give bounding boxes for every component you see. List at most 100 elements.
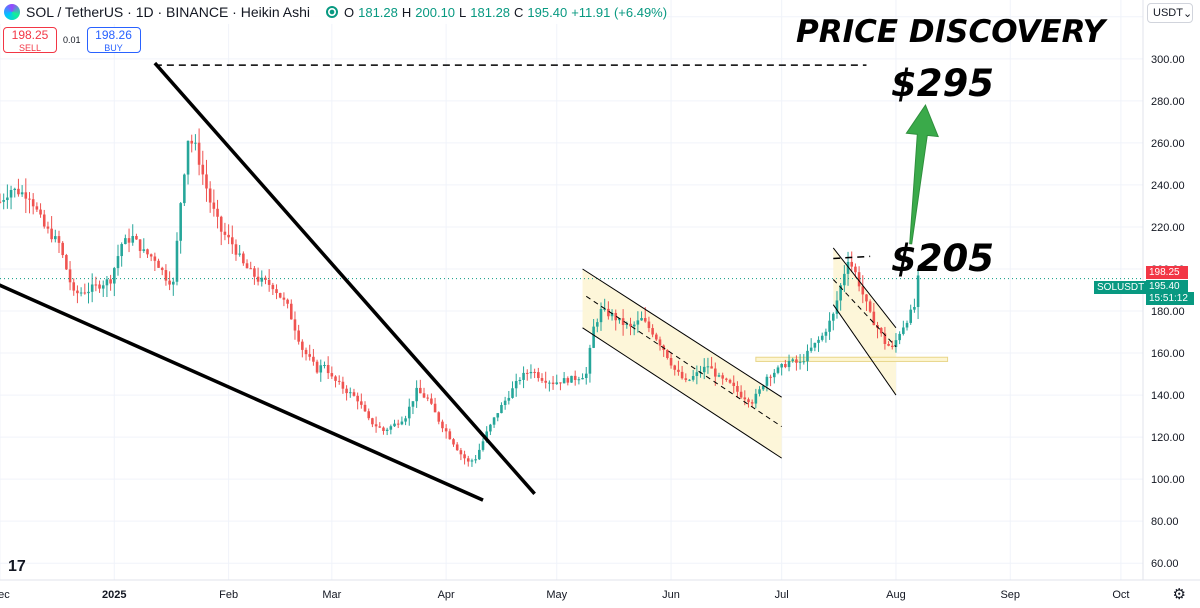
chart-zones	[582, 247, 949, 459]
candle-body	[363, 404, 367, 412]
candle-body	[135, 236, 138, 240]
channel-fill	[833, 247, 896, 396]
candle-body	[828, 320, 831, 332]
candle-body	[441, 421, 444, 429]
candle-body	[529, 371, 533, 374]
candle-body	[249, 268, 253, 270]
candle-body	[345, 388, 348, 394]
price-tick-label: 60.00	[1151, 558, 1179, 570]
candle-body	[9, 190, 13, 198]
price-tick-label: 80.00	[1151, 516, 1179, 528]
candle-body	[28, 198, 31, 200]
candle-body	[367, 411, 371, 419]
candle-body	[216, 208, 219, 217]
candle-body	[17, 188, 20, 195]
candle-body	[747, 399, 750, 403]
time-tick-label: Dec	[0, 589, 10, 601]
candle-body	[319, 365, 323, 373]
candle-body	[570, 375, 573, 383]
candle-body	[537, 372, 540, 379]
candle-body	[890, 345, 894, 348]
candle-body	[511, 388, 514, 398]
candle-body	[474, 459, 477, 461]
candle-body	[301, 341, 304, 350]
candle-body	[758, 389, 761, 394]
candle-body	[673, 365, 677, 370]
candle-body	[669, 358, 673, 366]
candle-body	[223, 231, 227, 235]
candle-body	[559, 382, 562, 384]
spread-value: 0.01	[63, 35, 81, 45]
candle-body	[87, 291, 90, 294]
candle-body	[883, 333, 887, 344]
candle-body	[404, 418, 407, 422]
candle-body	[426, 397, 429, 399]
candle-body	[754, 393, 758, 404]
candle-body	[149, 254, 153, 257]
candle-body	[618, 318, 621, 321]
candle-body	[809, 347, 813, 351]
candle-body	[0, 201, 2, 203]
candle-body	[492, 417, 496, 425]
candle-body	[271, 284, 275, 290]
visibility-eye-icon[interactable]	[325, 6, 338, 18]
sell-button[interactable]: 198.25 SELL	[3, 27, 57, 53]
candle-body	[621, 318, 625, 325]
sell-price: 198.25	[11, 28, 49, 42]
candle-body	[415, 387, 418, 402]
candle-body	[839, 285, 842, 301]
symbol-title[interactable]: SOL / TetherUS · 1D · BINANCE · Heikin A…	[26, 4, 310, 20]
candle-body	[234, 244, 238, 255]
gear-icon[interactable]: ⚙	[1172, 586, 1186, 603]
channel-mid	[832, 279, 897, 348]
candle-body	[57, 236, 61, 243]
candle-body	[308, 354, 312, 357]
candle-body	[902, 327, 905, 334]
candle-body	[824, 331, 828, 336]
candle-body	[776, 367, 780, 373]
candle-body	[83, 292, 87, 294]
candle-body	[629, 323, 632, 327]
tradingview-logo-icon[interactable]: 17	[8, 558, 26, 575]
candle-body	[470, 460, 474, 462]
time-tick-label: Aug	[886, 589, 906, 601]
candle-body	[39, 209, 42, 215]
candle-body	[596, 322, 599, 327]
candle-body	[544, 380, 547, 383]
candle-body	[396, 423, 400, 425]
time-tick-label: Feb	[219, 589, 238, 601]
candle-body	[297, 330, 300, 342]
candle-body	[913, 306, 916, 310]
candle-body	[186, 140, 190, 175]
candle-body	[35, 206, 39, 210]
candle-body	[20, 192, 24, 195]
candle-body	[179, 203, 182, 241]
price-tick-label: 280.00	[1151, 96, 1185, 108]
currency-select[interactable]: USDT ⌄	[1147, 3, 1193, 23]
candle-body	[452, 439, 455, 445]
candle-body	[183, 174, 186, 204]
buy-button[interactable]: 198.26 BUY	[86, 27, 141, 53]
candle-body	[371, 418, 374, 425]
candle-body	[736, 385, 739, 392]
candle-body	[455, 444, 459, 451]
candle-body	[500, 405, 503, 414]
buy-label: BUY	[104, 43, 123, 53]
candle-body	[732, 382, 736, 386]
candle-body	[138, 239, 142, 251]
candle-body	[374, 424, 378, 427]
candle-body	[780, 364, 783, 368]
last-price-tag: 195.40	[1146, 280, 1188, 293]
candle-body	[208, 188, 212, 203]
candle-body	[632, 324, 636, 327]
candle-body	[312, 356, 315, 362]
candle-body	[714, 368, 717, 377]
candle-body	[905, 322, 909, 328]
candle-body	[507, 397, 511, 401]
candle-body	[422, 393, 426, 398]
candle-body	[278, 293, 282, 298]
candle-body	[24, 192, 28, 199]
candle-body	[651, 328, 654, 335]
candle-body	[592, 326, 595, 348]
